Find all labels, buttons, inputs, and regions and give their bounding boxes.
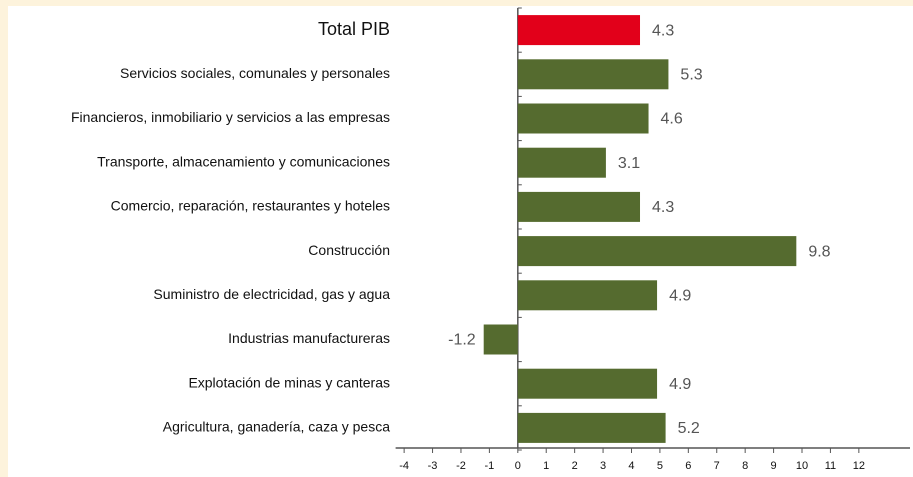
bar bbox=[517, 191, 641, 222]
x-tick-label: -2 bbox=[456, 460, 466, 472]
x-tick-label: -4 bbox=[399, 460, 409, 472]
x-tick-label: 6 bbox=[685, 460, 691, 472]
value-label: 4.9 bbox=[669, 288, 691, 305]
bar bbox=[483, 324, 518, 355]
value-label: 3.1 bbox=[618, 155, 640, 172]
x-tick-label: 7 bbox=[714, 460, 720, 472]
category-label: Comercio, reparación, restaurantes y hot… bbox=[111, 198, 390, 214]
value-label: 5.3 bbox=[680, 67, 702, 84]
category-label: Explotación de minas y canteras bbox=[188, 374, 390, 390]
value-label: -1.2 bbox=[448, 332, 476, 349]
x-tick-label: 2 bbox=[572, 460, 578, 472]
bar bbox=[517, 412, 666, 443]
x-tick-label: 4 bbox=[628, 460, 634, 472]
bar bbox=[517, 236, 797, 267]
value-label: 4.9 bbox=[669, 376, 691, 393]
bar bbox=[517, 103, 649, 134]
category-label: Servicios sociales, comunales y personal… bbox=[120, 65, 390, 81]
value-label: 9.8 bbox=[808, 243, 830, 260]
bar bbox=[517, 368, 658, 399]
category-label: Suministro de electricidad, gas y agua bbox=[153, 286, 390, 302]
x-tick-label: 11 bbox=[825, 460, 836, 472]
x-tick-label: -1 bbox=[484, 460, 494, 472]
x-tick-label: 12 bbox=[853, 460, 865, 472]
value-label: 4.3 bbox=[652, 22, 674, 39]
category-label: Agricultura, ganadería, caza y pesca bbox=[163, 419, 390, 435]
x-tick-label: 5 bbox=[657, 460, 663, 472]
value-label: 4.3 bbox=[652, 199, 674, 216]
bar bbox=[517, 147, 606, 178]
bar bbox=[517, 280, 658, 311]
bar bbox=[517, 15, 641, 46]
category-label: Industrias manufactureras bbox=[228, 330, 390, 346]
x-tick-label: 10 bbox=[796, 460, 808, 472]
category-label: Financieros, inmobiliario y servicios a … bbox=[71, 109, 390, 125]
x-tick-label: 9 bbox=[771, 460, 777, 472]
x-tick-label: 3 bbox=[600, 460, 606, 472]
bar bbox=[517, 59, 669, 90]
category-label: Transporte, almacenamiento y comunicacio… bbox=[97, 153, 390, 169]
x-tick-label: 0 bbox=[515, 460, 521, 472]
x-tick-label: 1 bbox=[543, 460, 549, 472]
x-tick-label: 8 bbox=[742, 460, 748, 472]
category-label: Construcción bbox=[308, 242, 390, 258]
category-label: Total PIB bbox=[318, 19, 390, 39]
x-tick-label: -3 bbox=[428, 460, 438, 472]
value-label: 5.2 bbox=[678, 420, 700, 437]
value-label: 4.6 bbox=[661, 111, 683, 128]
